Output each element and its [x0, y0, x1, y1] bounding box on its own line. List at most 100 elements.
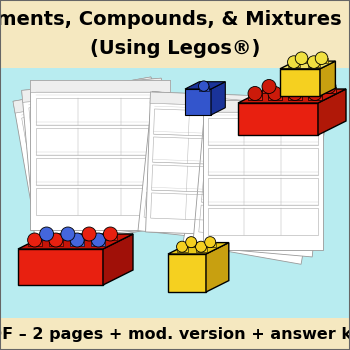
Bar: [176, 247, 188, 252]
Text: Elements, Compounds, & Mixtures Lab: Elements, Compounds, & Mixtures Lab: [0, 9, 350, 29]
Bar: [36, 98, 164, 125]
Polygon shape: [103, 234, 133, 285]
Bar: [282, 86, 296, 92]
Bar: [61, 234, 75, 240]
Circle shape: [308, 56, 320, 68]
Bar: [36, 128, 164, 155]
Bar: [153, 137, 259, 166]
Bar: [288, 62, 300, 67]
Bar: [308, 93, 322, 99]
Bar: [205, 242, 216, 247]
Bar: [322, 86, 336, 92]
Circle shape: [28, 233, 42, 247]
Bar: [22, 96, 153, 145]
Bar: [268, 93, 282, 99]
Bar: [32, 126, 162, 164]
Bar: [198, 86, 209, 91]
Circle shape: [82, 227, 96, 241]
Polygon shape: [18, 234, 133, 249]
Circle shape: [282, 79, 296, 93]
Bar: [40, 234, 54, 240]
Bar: [49, 240, 63, 246]
Bar: [30, 80, 170, 92]
Bar: [27, 125, 159, 174]
Bar: [248, 93, 262, 99]
Bar: [36, 188, 164, 215]
Polygon shape: [185, 89, 211, 115]
Bar: [91, 240, 105, 246]
Circle shape: [262, 79, 276, 93]
Text: (Using Legos®): (Using Legos®): [90, 40, 260, 58]
Bar: [82, 234, 96, 240]
Bar: [199, 205, 311, 242]
Circle shape: [176, 241, 188, 252]
Bar: [29, 97, 160, 135]
Circle shape: [196, 241, 206, 252]
Bar: [208, 178, 318, 205]
Bar: [150, 136, 258, 173]
Polygon shape: [320, 61, 335, 96]
Bar: [201, 144, 314, 190]
Circle shape: [186, 237, 197, 248]
Bar: [152, 91, 267, 114]
Polygon shape: [238, 89, 346, 103]
Polygon shape: [206, 243, 229, 292]
Bar: [208, 118, 318, 145]
Bar: [262, 86, 276, 92]
Circle shape: [61, 227, 75, 241]
Bar: [186, 242, 197, 247]
Bar: [308, 62, 320, 67]
Circle shape: [322, 79, 336, 93]
Circle shape: [70, 233, 84, 247]
Bar: [205, 97, 325, 119]
Polygon shape: [238, 103, 318, 135]
Polygon shape: [18, 249, 103, 285]
Bar: [295, 58, 308, 63]
Bar: [203, 100, 323, 250]
Circle shape: [40, 227, 54, 241]
Bar: [208, 148, 318, 175]
Circle shape: [315, 52, 328, 64]
Bar: [302, 86, 316, 92]
Polygon shape: [211, 82, 225, 115]
Bar: [153, 108, 261, 145]
Bar: [151, 193, 257, 222]
Circle shape: [91, 233, 105, 247]
Bar: [13, 77, 153, 113]
Bar: [195, 173, 309, 219]
Bar: [201, 175, 314, 212]
Bar: [70, 240, 84, 246]
Bar: [34, 156, 165, 195]
Bar: [147, 164, 255, 201]
Bar: [196, 247, 206, 252]
Bar: [207, 96, 327, 128]
Bar: [0, 0, 350, 68]
Bar: [204, 145, 316, 182]
Bar: [32, 155, 164, 204]
Circle shape: [103, 227, 117, 241]
Bar: [190, 203, 304, 248]
Bar: [13, 77, 177, 249]
Bar: [37, 184, 169, 233]
Circle shape: [288, 86, 302, 100]
Bar: [22, 78, 174, 240]
Circle shape: [295, 52, 308, 64]
Bar: [203, 100, 323, 112]
Circle shape: [288, 56, 300, 68]
Circle shape: [302, 79, 316, 93]
Bar: [183, 96, 327, 264]
Bar: [28, 240, 42, 246]
Bar: [36, 158, 164, 185]
Bar: [208, 208, 318, 235]
Bar: [138, 91, 267, 243]
Text: PDF – 2 pages + mod. version + answer key: PDF – 2 pages + mod. version + answer ke…: [0, 327, 350, 342]
Bar: [22, 78, 162, 102]
Polygon shape: [168, 254, 206, 292]
Circle shape: [49, 233, 63, 247]
Polygon shape: [168, 243, 229, 254]
Bar: [30, 80, 170, 230]
Bar: [37, 186, 167, 224]
Bar: [152, 165, 258, 194]
Circle shape: [248, 86, 262, 100]
Bar: [154, 109, 260, 138]
